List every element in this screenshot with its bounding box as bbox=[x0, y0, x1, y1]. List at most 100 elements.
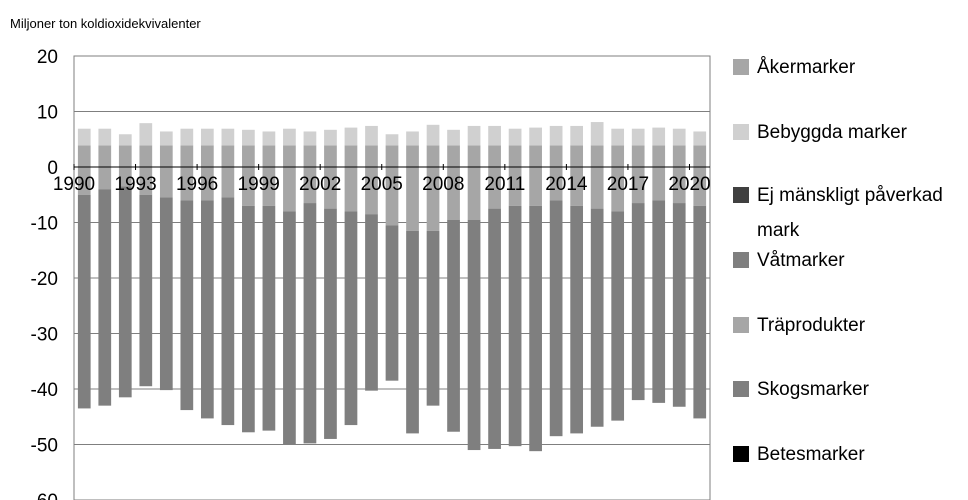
bar-2011-s5 bbox=[508, 205, 522, 447]
bar-2009-s0 bbox=[467, 145, 481, 167]
bar-2011-s4 bbox=[508, 167, 522, 206]
bar-2003-s0 bbox=[344, 145, 358, 167]
bar-2019-s4 bbox=[672, 167, 686, 204]
bar-2003-s1 bbox=[344, 127, 358, 146]
bar-2005-s1 bbox=[385, 134, 399, 146]
legend-label: Träprodukter bbox=[757, 315, 866, 336]
bar-2020-s1 bbox=[693, 131, 707, 146]
bar-2016-s1 bbox=[611, 128, 625, 146]
bar-1993-s4 bbox=[139, 167, 153, 195]
legend-item-vatmarker: Våtmarker bbox=[733, 243, 962, 278]
bar-1995-s0 bbox=[180, 145, 194, 167]
bar-1990-s5 bbox=[77, 194, 91, 409]
bar-2014-s1 bbox=[570, 125, 584, 146]
legend-item-betesmarker: Betesmarker bbox=[733, 437, 962, 472]
legend-item-bebyggda-marker: Bebyggda marker bbox=[733, 115, 962, 150]
bar-2013-s0 bbox=[549, 145, 563, 167]
y-tick-label: -60 bbox=[31, 491, 58, 500]
bar-2001-s4 bbox=[303, 167, 317, 204]
bar-2002-s4 bbox=[324, 167, 337, 209]
bar-2015-s1 bbox=[590, 122, 604, 146]
bar-2019-s0 bbox=[672, 145, 686, 167]
bar-2010-s0 bbox=[488, 145, 501, 167]
bar-2019-s1 bbox=[672, 128, 686, 146]
legend-label: Åkermarker bbox=[757, 57, 856, 78]
legend-swatch bbox=[733, 124, 749, 140]
bar-2016-s4 bbox=[611, 167, 625, 212]
bar-2014-s4 bbox=[570, 167, 584, 206]
bar-1999-s5 bbox=[262, 205, 276, 431]
bar-2014-s0 bbox=[570, 145, 584, 167]
bar-2020-s5 bbox=[693, 205, 707, 419]
bar-1992-s0 bbox=[118, 145, 132, 167]
bar-1996-s5 bbox=[200, 200, 214, 419]
bar-2008-s4 bbox=[447, 167, 460, 220]
bar-2016-s0 bbox=[611, 145, 625, 167]
bar-1998-s5 bbox=[242, 205, 255, 433]
bar-1992-s4 bbox=[118, 167, 132, 187]
bar-2005-s5 bbox=[385, 225, 399, 381]
bar-2015-s4 bbox=[590, 167, 604, 209]
bar-2004-s4 bbox=[365, 167, 378, 215]
bar-2012-s4 bbox=[529, 167, 542, 206]
y-tick-label: 20 bbox=[37, 47, 58, 68]
bar-2011-s0 bbox=[508, 145, 522, 167]
bar-1993-s5 bbox=[139, 194, 153, 387]
bar-2004-s5 bbox=[365, 214, 378, 391]
legend-swatch bbox=[733, 446, 749, 462]
legend-label: Skogsmarker bbox=[757, 379, 869, 400]
bar-1998-s4 bbox=[242, 167, 255, 206]
bar-1992-s1 bbox=[118, 134, 132, 146]
bar-2012-s5 bbox=[529, 205, 542, 452]
legend-swatch bbox=[733, 187, 749, 203]
x-tick-label: 2014 bbox=[545, 174, 588, 195]
legend-label: Bebyggda marker bbox=[757, 122, 907, 143]
x-tick-label: 2008 bbox=[422, 174, 464, 195]
bar-2020-s4 bbox=[693, 167, 707, 206]
bar-1996-s4 bbox=[200, 167, 214, 201]
bar-1999-s0 bbox=[262, 145, 276, 167]
bar-1993-s1 bbox=[139, 123, 153, 146]
bar-2013-s5 bbox=[549, 200, 563, 437]
bar-1992-s5 bbox=[118, 186, 132, 398]
bar-1998-s1 bbox=[242, 129, 255, 146]
legend-item-akermarker: Åkermarker bbox=[733, 50, 962, 85]
bar-2006-s4 bbox=[406, 167, 419, 231]
legend-item-ej-manskligt: Ej mänskligt påverkad mark bbox=[733, 178, 962, 248]
bar-1999-s4 bbox=[262, 167, 276, 206]
bar-2000-s4 bbox=[283, 167, 296, 212]
bar-1991-s1 bbox=[98, 128, 112, 146]
bar-1990-s0 bbox=[77, 145, 91, 167]
bar-2000-s1 bbox=[283, 128, 296, 146]
y-tick-label: -10 bbox=[31, 214, 58, 235]
bar-2005-s4 bbox=[385, 167, 399, 226]
bar-1991-s4 bbox=[98, 167, 112, 190]
bar-2007-s0 bbox=[426, 145, 440, 167]
bar-2005-s0 bbox=[385, 145, 399, 167]
bar-2018-s4 bbox=[652, 167, 666, 201]
bar-2008-s1 bbox=[447, 129, 460, 146]
legend-label: Betesmarker bbox=[757, 444, 865, 465]
bar-1995-s1 bbox=[180, 128, 194, 146]
bar-2004-s1 bbox=[365, 125, 378, 146]
bar-2013-s1 bbox=[549, 125, 563, 146]
bar-2007-s4 bbox=[426, 167, 440, 231]
bar-2007-s1 bbox=[426, 124, 440, 146]
bar-2012-s1 bbox=[529, 127, 542, 146]
x-tick-label: 1993 bbox=[114, 174, 156, 195]
bar-2008-s5 bbox=[447, 219, 460, 432]
bar-1997-s1 bbox=[221, 128, 235, 146]
bar-2018-s5 bbox=[652, 200, 666, 403]
bar-2009-s5 bbox=[467, 219, 481, 451]
bar-2002-s1 bbox=[324, 129, 337, 146]
y-tick-label: -20 bbox=[31, 269, 58, 290]
x-tick-label: 2017 bbox=[607, 174, 649, 195]
bar-1991-s5 bbox=[98, 189, 112, 406]
bar-2020-s0 bbox=[693, 145, 707, 167]
bar-1996-s0 bbox=[200, 145, 214, 167]
bar-1994-s1 bbox=[159, 131, 173, 146]
bar-2000-s0 bbox=[283, 145, 296, 167]
bar-2010-s5 bbox=[488, 208, 501, 449]
legend-label: Våtmarker bbox=[757, 250, 845, 271]
legend-swatch bbox=[733, 59, 749, 75]
